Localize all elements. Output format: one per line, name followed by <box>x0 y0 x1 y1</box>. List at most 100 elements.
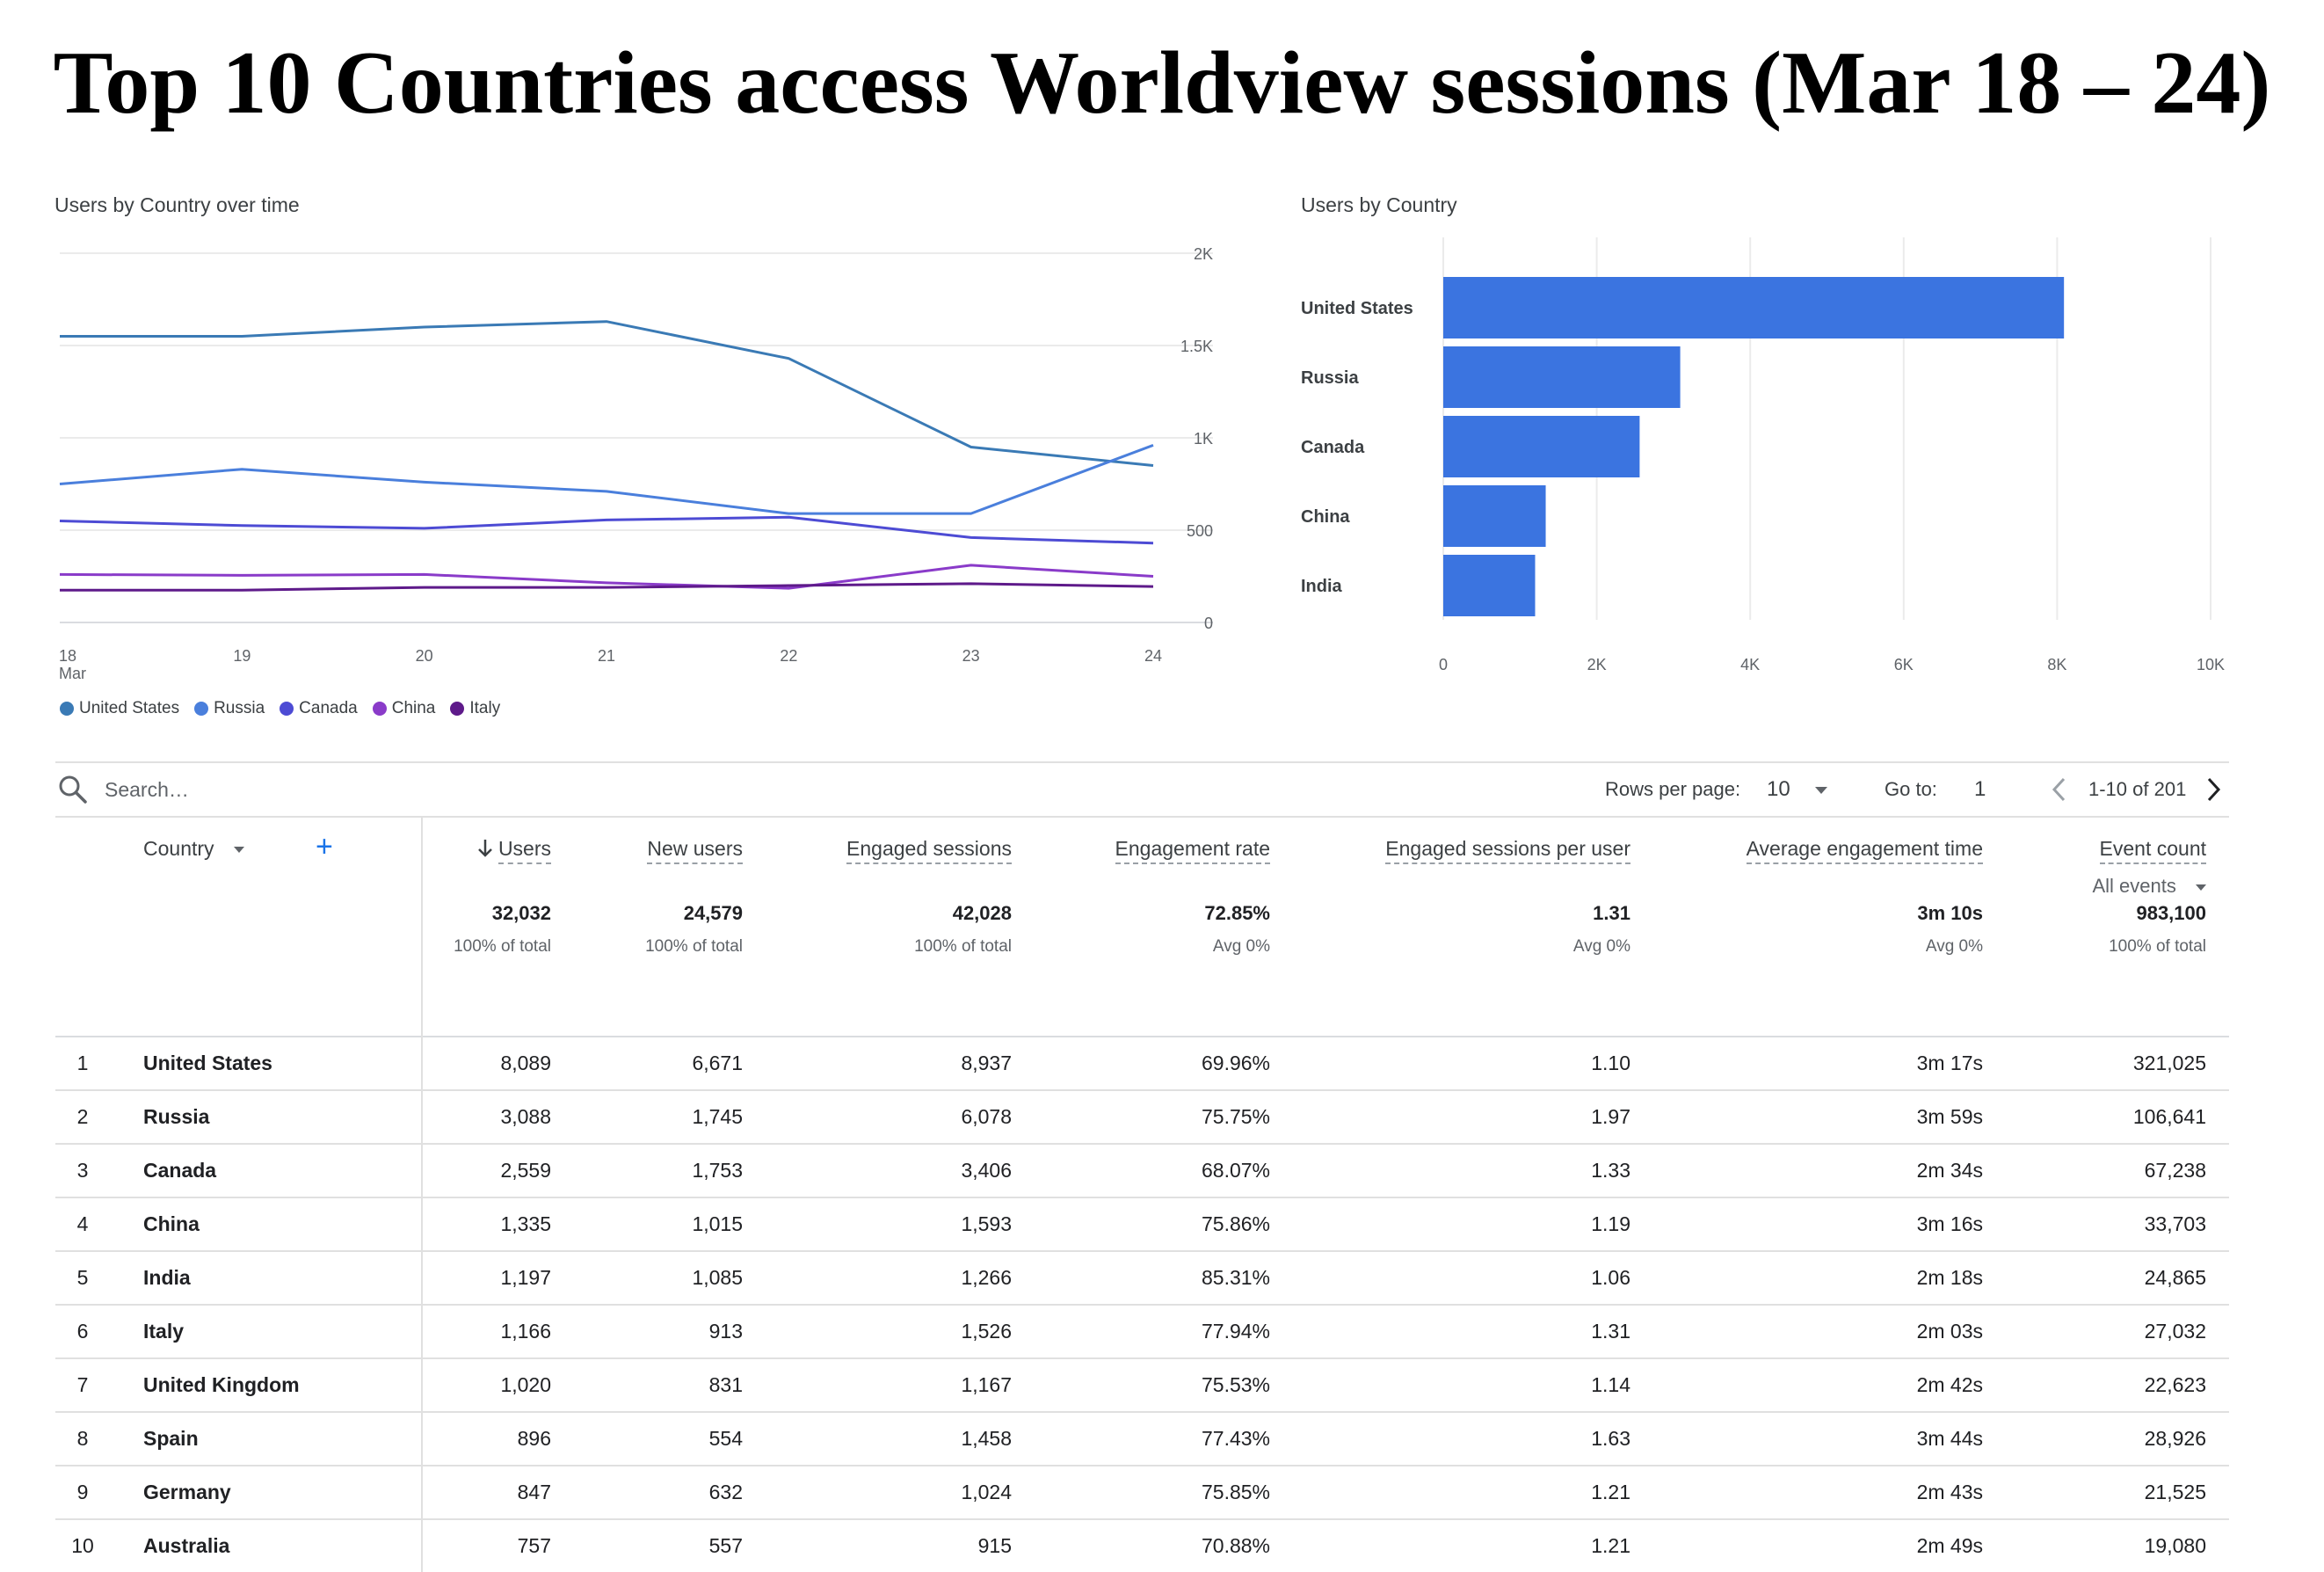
table-row[interactable]: 7 United Kingdom 1,020 831 1,167 75.53% 1.14 2m… <box>55 1357 2229 1412</box>
total-sub: 100% of total <box>645 937 743 956</box>
rows-per-page-select[interactable]: 10 <box>1767 777 1828 802</box>
series-line[interactable] <box>59 515 1154 545</box>
series-line[interactable] <box>60 582 1154 592</box>
legend-item[interactable]: Italy <box>450 699 500 718</box>
search-input[interactable] <box>103 776 546 803</box>
rank-cell: 5 <box>55 1250 110 1305</box>
total-cell: 72.85% Avg 0% <box>1035 902 1293 1037</box>
column-header-new-users[interactable]: New users <box>574 818 766 974</box>
table-row[interactable]: 4 China 1,335 1,015 1,593 75.86% 1.19 3m 16s 33,… <box>55 1197 2229 1251</box>
table-row[interactable]: 5 India 1,197 1,085 1,266 85.31% 1.06 2m 18s 24,… <box>55 1250 2229 1305</box>
legend-swatch <box>450 702 465 716</box>
bar[interactable] <box>1443 555 1536 616</box>
bar[interactable] <box>1443 485 1546 547</box>
table-row[interactable]: 2 Russia 3,088 1,745 6,078 75.75% 1.97 3m 59s 10… <box>55 1089 2229 1144</box>
total-cell: 1.31 Avg 0% <box>1293 902 1653 1037</box>
metric-cell: 1.97 <box>1293 1089 1653 1144</box>
page-title: Top 10 Countries access Worldview sessio… <box>53 33 2271 133</box>
series-line[interactable] <box>59 443 1154 515</box>
category-label: United States <box>1301 299 1413 318</box>
metric-cell: 1.21 <box>1293 1518 1653 1572</box>
column-header-engagement-rate[interactable]: Engagement rate <box>1035 818 1293 974</box>
total-value: 32,032 <box>491 902 551 924</box>
x-tick-label: 6K <box>1894 656 1914 673</box>
legend-item[interactable]: Canada <box>280 699 358 718</box>
metric-cell: 75.86% <box>1035 1197 1293 1251</box>
chevron-left-icon[interactable] <box>2048 775 2071 809</box>
legend-item[interactable]: China <box>372 699 435 718</box>
column-header-engaged-sessions[interactable]: Engaged sessions <box>766 818 1035 974</box>
column-header-users[interactable]: Users <box>422 818 574 974</box>
metric-cell: 3m 59s <box>1653 1089 2006 1144</box>
bar-chart: 0 2K 4K 6K 8K 10K United States Russia Canada Chi… <box>1301 237 2225 673</box>
table-row[interactable]: 8 Spain 896 554 1,458 77.43% 1.63 3m 44s 28,926 <box>55 1411 2229 1466</box>
metric-cell: 75.75% <box>1035 1089 1293 1144</box>
metric-cell: 75.53% <box>1035 1357 1293 1412</box>
metric-cell: 1.31 <box>1293 1304 1653 1358</box>
x-tick-label: 18 <box>59 647 76 665</box>
category-label: China <box>1301 507 1350 527</box>
bar[interactable] <box>1443 346 1681 408</box>
total-value: 1.31 <box>1593 902 1630 924</box>
bar-chart-title: Users by Country <box>1301 193 1457 216</box>
rank-cell: 6 <box>55 1304 110 1358</box>
table-row[interactable]: 9 Germany 847 632 1,024 75.85% 1.21 2m 43s 21,52… <box>55 1465 2229 1519</box>
metric-cell: 75.85% <box>1035 1465 1293 1519</box>
event-filter-select[interactable]: All events <box>2006 875 2206 898</box>
bar[interactable] <box>1443 416 1640 477</box>
metric-cell: 1,166 <box>422 1304 574 1358</box>
country-cell: India <box>110 1250 423 1305</box>
metric-cell: 3,406 <box>766 1143 1035 1197</box>
table-body: 1 United States 8,089 6,671 8,937 69.96% 1.10 3… <box>55 1036 2229 1572</box>
line-chart-legend: United States Russia Canada China Italy <box>60 699 515 718</box>
total-sub: Avg 0% <box>1925 937 1983 956</box>
pagination-bar: Rows per page: 10 Go to: 1 1-10 of 201 <box>0 763 2324 816</box>
total-value: 72.85% <box>1204 902 1270 924</box>
table-row[interactable]: 6 Italy 1,166 913 1,526 77.94% 1.31 2m 03s 27,03… <box>55 1304 2229 1358</box>
country-dimension-select[interactable]: Country <box>143 837 244 860</box>
metric-cell: 1,335 <box>422 1197 574 1251</box>
goto-page-input[interactable]: 1 <box>1974 777 1986 801</box>
legend-label: Italy <box>469 699 501 717</box>
metric-cell: 67,238 <box>2006 1143 2229 1197</box>
legend-label: Russia <box>214 699 265 717</box>
rank-cell: 10 <box>55 1518 110 1572</box>
metric-cell: 847 <box>422 1465 574 1519</box>
x-tick-label: 0 <box>1439 656 1448 673</box>
legend-swatch <box>372 702 387 716</box>
table-row[interactable]: 10 Australia 757 557 915 70.88% 1.21 2m 49s 19,0… <box>55 1518 2229 1572</box>
metric-cell: 2m 03s <box>1653 1304 2006 1358</box>
country-cell: United Kingdom <box>110 1357 423 1412</box>
metric-cell: 1,266 <box>766 1250 1035 1305</box>
x-tick-label: 20 <box>416 647 433 665</box>
total-cell: 32,032 100% of total <box>422 902 574 1037</box>
plus-icon[interactable]: + <box>316 830 333 863</box>
series-line[interactable] <box>60 320 1154 467</box>
search-icon <box>55 772 91 807</box>
metric-cell: 22,623 <box>2006 1357 2229 1412</box>
column-header-avg-engagement-time[interactable]: Average engagement time <box>1653 818 2006 974</box>
search-bar[interactable] <box>55 763 546 816</box>
series-line[interactable] <box>59 564 1154 590</box>
bar[interactable] <box>1443 277 2065 338</box>
column-header-engaged-sessions-per-user[interactable]: Engaged sessions per user <box>1293 818 1653 974</box>
metric-cell: 321,025 <box>2006 1036 2229 1090</box>
metric-cell: 27,032 <box>2006 1304 2229 1358</box>
column-label: Event count <box>2099 837 2206 864</box>
column-header-event-count[interactable]: Event count All events <box>2006 818 2229 974</box>
metric-cell: 2m 49s <box>1653 1518 2006 1572</box>
chevron-right-icon[interactable] <box>2202 775 2225 809</box>
caret-down-icon <box>1815 786 1828 794</box>
total-cell: 42,028 100% of total <box>766 902 1035 1037</box>
legend-item[interactable]: Russia <box>194 699 265 718</box>
metric-cell: 1,085 <box>574 1250 766 1305</box>
table-row[interactable]: 3 Canada 2,559 1,753 3,406 68.07% 1.33 2m 34s 67… <box>55 1143 2229 1197</box>
legend-item[interactable]: United States <box>60 699 179 718</box>
line-chart-title: Users by Country over time <box>54 193 300 216</box>
metric-cell: 1.63 <box>1293 1411 1653 1466</box>
metric-cell: 6,671 <box>574 1036 766 1090</box>
metric-cell: 77.43% <box>1035 1411 1293 1466</box>
table-row[interactable]: 1 United States 8,089 6,671 8,937 69.96% 1.10 3… <box>55 1036 2229 1090</box>
metric-cell: 757 <box>422 1518 574 1572</box>
y-tick-label: 0 <box>1204 615 1213 632</box>
